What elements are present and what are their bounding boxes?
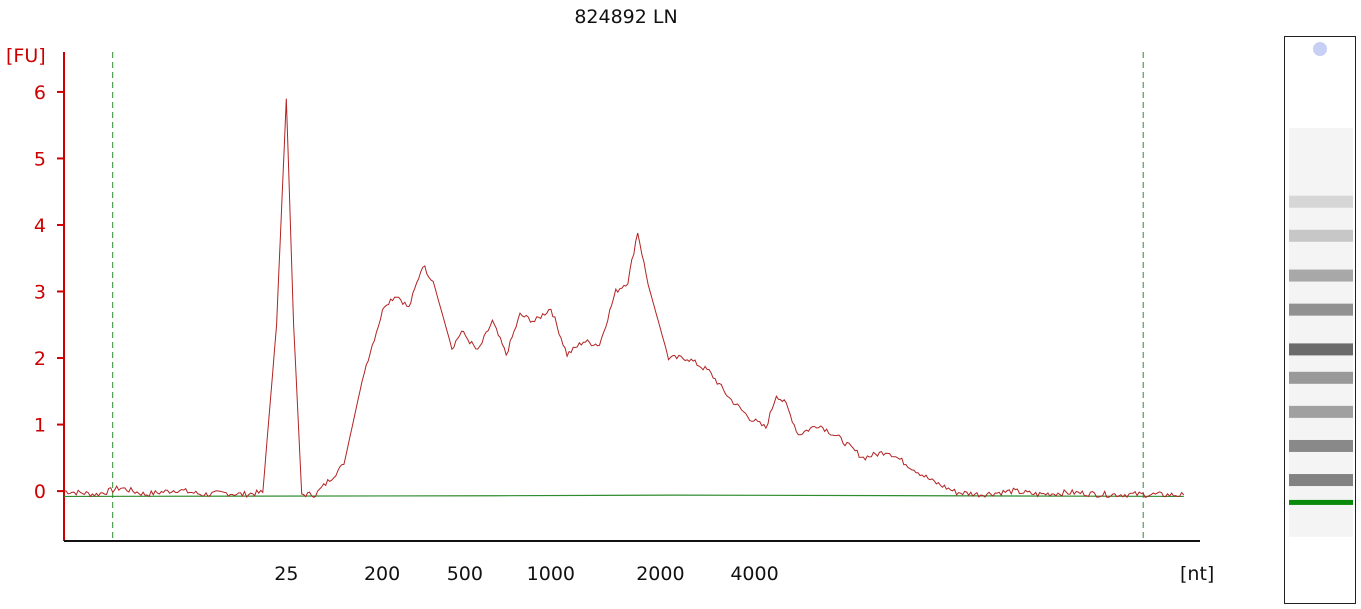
y-tick-label-1: 1: [34, 415, 46, 437]
gel-band-1: [1289, 229, 1353, 242]
series-group: [63, 98, 1185, 499]
gel-well-dot: [1313, 42, 1327, 56]
gel-band-3: [1289, 303, 1353, 316]
x-tick-label-0: 25: [274, 563, 298, 585]
y-tick-label-4: 4: [34, 215, 46, 237]
x-tick-label-2: 500: [447, 563, 483, 585]
gel-band-6: [1289, 405, 1353, 418]
axes: [63, 52, 1200, 542]
marker-lines: [112, 52, 1144, 541]
gel-marker-band: [1289, 499, 1353, 505]
y-tick-label-0: 0: [34, 481, 46, 503]
x-tick-label-1: 200: [364, 563, 400, 585]
baseline-line: [63, 494, 1184, 498]
chart-title: 824892 LN: [574, 6, 678, 28]
gel-band-4: [1289, 343, 1353, 356]
y-tick-label-3: 3: [34, 282, 46, 304]
gel-band-2: [1289, 269, 1353, 282]
x-tick-label-4: 2000: [636, 563, 684, 585]
gel-lane: [1284, 36, 1356, 604]
x-axis-label: [nt]: [1180, 563, 1214, 585]
x-tick-label-5: 4000: [730, 563, 778, 585]
y-tick-label-2: 2: [34, 348, 46, 370]
x-ticks: 25 200 500 1000 2000 4000: [274, 563, 778, 585]
y-ticks: 0 1 2 3 4 5 6: [34, 82, 64, 503]
electropherogram-plot: 0 1 2 3 4 5 6 25 200 500 1000 2000 4000 [FU] [nt]: [6, 45, 1214, 585]
gel-band-7: [1289, 439, 1353, 452]
trace-line: [63, 98, 1185, 499]
gel-band-8: [1289, 474, 1353, 487]
x-tick-label-3: 1000: [527, 563, 575, 585]
y-tick-label-6: 6: [34, 82, 46, 104]
y-tick-label-5: 5: [34, 148, 46, 170]
y-axis-label: [FU]: [6, 45, 46, 67]
gel-band-0: [1289, 195, 1353, 208]
gel-band-5: [1289, 371, 1353, 384]
